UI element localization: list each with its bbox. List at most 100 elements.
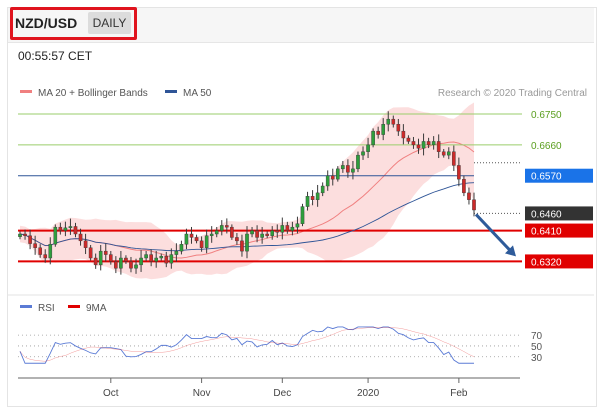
level-badge: [525, 223, 593, 238]
legend-label: MA 20 + Bollinger Bands: [38, 88, 148, 99]
rsi-tick-label: 70: [531, 331, 543, 342]
candle-body: [33, 243, 37, 248]
candle-body: [290, 226, 295, 231]
candle-body: [270, 230, 275, 236]
legend-label: RSI: [38, 303, 55, 314]
candle-body: [209, 233, 214, 236]
candle-body: [336, 168, 340, 180]
candle-body: [93, 257, 98, 266]
candle-body: [411, 141, 416, 146]
candle-body: [245, 233, 249, 252]
candle-body: [452, 151, 456, 166]
legend-swatch: [20, 305, 32, 308]
candle-body: [305, 196, 310, 207]
candle-body: [260, 233, 264, 238]
candle-body: [396, 124, 401, 132]
candle-body: [341, 165, 345, 170]
candle-body: [63, 227, 68, 231]
candle-body: [103, 250, 108, 255]
candle-body: [472, 199, 476, 211]
candle-body: [391, 118, 396, 125]
legend-swatch: [20, 90, 32, 93]
candle-body: [78, 233, 83, 242]
level-label: 0.6460: [531, 209, 562, 220]
candle-body: [462, 178, 466, 194]
candle-body: [139, 257, 143, 266]
candle-body: [119, 257, 123, 269]
candle-body: [230, 226, 234, 238]
candle-body: [371, 130, 375, 146]
candle-body: [381, 124, 386, 135]
candle-body: [68, 226, 73, 229]
candle-body: [356, 154, 360, 170]
candle-body: [467, 192, 471, 200]
candle-body: [73, 226, 78, 235]
candle-body: [361, 151, 365, 156]
forecast-arrowhead: [505, 245, 516, 257]
candle-body: [320, 185, 325, 194]
candle-body: [421, 141, 426, 149]
candle-body: [204, 235, 209, 248]
candle-body: [159, 256, 164, 259]
candle-body: [406, 137, 411, 142]
x-tick-label: 2020: [357, 388, 380, 399]
level-label: 0.6750: [531, 110, 562, 121]
candle-body: [38, 247, 42, 255]
candle-body: [53, 226, 58, 245]
candle-body: [83, 240, 88, 248]
candle-body: [426, 141, 431, 146]
legend-swatch: [165, 90, 177, 93]
candle-body: [265, 233, 269, 236]
candle-body: [43, 254, 48, 259]
level-label: 0.6320: [531, 257, 562, 268]
candle-body: [23, 233, 27, 236]
bollinger-band: [20, 102, 474, 280]
candle-body: [401, 130, 406, 139]
candle-body: [446, 151, 451, 156]
candle-body: [129, 261, 133, 269]
candle-body: [144, 254, 148, 259]
timestamp: 00:55:57 CET: [18, 49, 93, 63]
symbol-label: NZD/USD: [15, 15, 78, 31]
candle-body: [280, 225, 285, 233]
candle-body: [88, 247, 93, 259]
candle-body: [149, 254, 153, 262]
candle-body: [310, 196, 315, 200]
x-tick-label: Dec: [273, 388, 291, 399]
level-badge: [525, 168, 593, 183]
candle-body: [431, 141, 436, 146]
candle-body: [330, 175, 335, 180]
candle-body: [300, 206, 305, 224]
candle-body: [295, 223, 300, 228]
legend-swatch: [68, 305, 80, 308]
level-label: 0.6660: [531, 141, 562, 152]
candle-body: [98, 250, 103, 266]
candle-body: [28, 235, 32, 244]
candle-body: [315, 192, 320, 200]
candle-body: [214, 230, 219, 235]
candle-body: [199, 240, 204, 248]
candle-body: [124, 257, 128, 262]
candle-body: [416, 144, 421, 149]
legend-label: 9MA: [86, 303, 107, 314]
candle-body: [240, 240, 244, 252]
candle-body: [457, 165, 461, 180]
candle-body: [169, 254, 174, 264]
candle-body: [134, 264, 138, 269]
rsi-9ma-line: [19, 327, 475, 362]
candle-body: [219, 225, 224, 231]
x-tick-label: Nov: [193, 388, 211, 399]
candle-body: [179, 244, 184, 252]
rsi-line: [19, 326, 474, 364]
rsi-tick-label: 50: [531, 342, 543, 353]
candle-body: [366, 144, 370, 152]
candle-body: [48, 244, 53, 259]
attribution: Research © 2020 Trading Central: [438, 88, 587, 99]
symbol-highlight: [10, 7, 137, 40]
candle-body: [184, 233, 189, 245]
timeframe-button[interactable]: DAILY: [88, 12, 131, 34]
candle-body: [351, 168, 355, 173]
candle-body: [174, 250, 179, 255]
forecast-arrow: [474, 213, 514, 254]
